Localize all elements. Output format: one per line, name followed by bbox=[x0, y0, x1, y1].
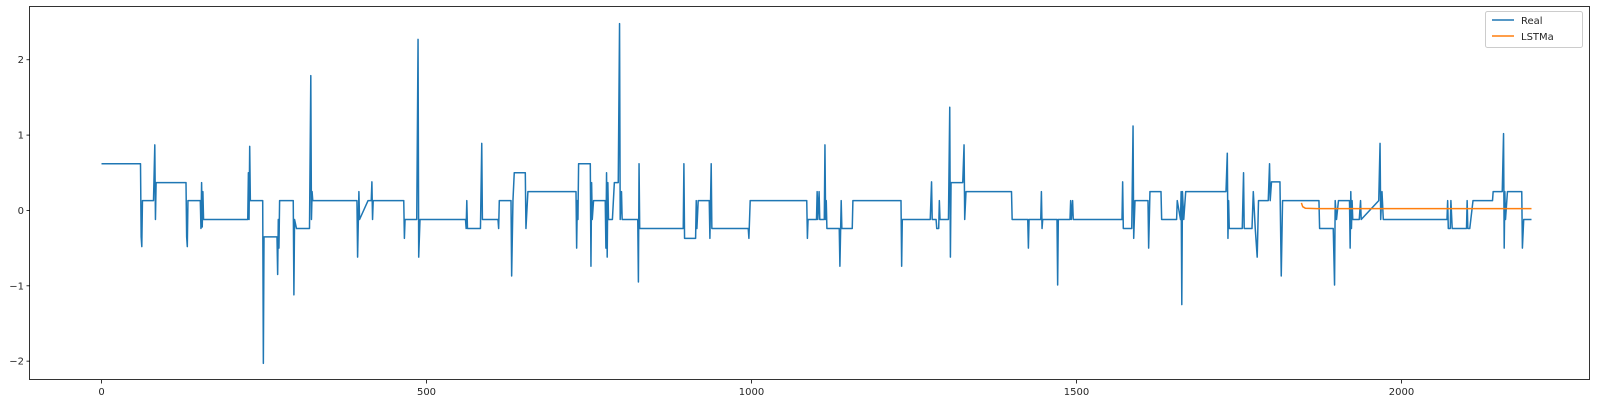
x-tick-label: 1500 bbox=[1064, 387, 1089, 398]
x-tick-label: 0 bbox=[98, 387, 104, 398]
series-layer bbox=[101, 22, 1532, 365]
x-axis: 0 500 1000 1500 2000 bbox=[98, 380, 1414, 398]
legend-label-lstma: LSTMa bbox=[1521, 32, 1554, 43]
legend: Real LSTMa bbox=[1485, 11, 1583, 48]
y-tick-label: 0 bbox=[18, 206, 24, 217]
y-tick-label: 2 bbox=[18, 55, 24, 66]
x-tick-label: 500 bbox=[417, 387, 436, 398]
y-tick-label: −2 bbox=[9, 357, 24, 368]
series-line-lstma bbox=[1300, 202, 1532, 210]
y-axis: −2 −1 0 1 2 bbox=[9, 55, 30, 368]
plot-frame bbox=[29, 6, 1590, 380]
x-tick-label: 1000 bbox=[739, 387, 764, 398]
series-line-real bbox=[101, 22, 1532, 365]
legend-label-real: Real bbox=[1521, 16, 1543, 27]
y-tick-label: 1 bbox=[18, 131, 24, 142]
y-tick-label: −1 bbox=[9, 281, 24, 292]
x-tick-label: 2000 bbox=[1389, 387, 1414, 398]
